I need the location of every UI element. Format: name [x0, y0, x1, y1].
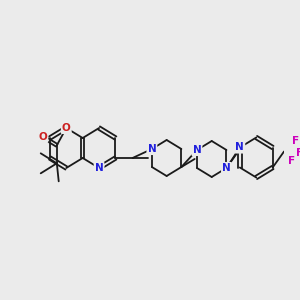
- Text: O: O: [62, 123, 71, 133]
- Text: F: F: [288, 157, 295, 166]
- Text: N: N: [236, 142, 244, 152]
- Text: O: O: [38, 132, 47, 142]
- Text: F: F: [292, 136, 299, 146]
- Text: N: N: [193, 145, 201, 155]
- Text: N: N: [222, 163, 231, 173]
- Text: F: F: [296, 148, 300, 158]
- Text: N: N: [148, 144, 156, 154]
- Text: N: N: [95, 163, 103, 173]
